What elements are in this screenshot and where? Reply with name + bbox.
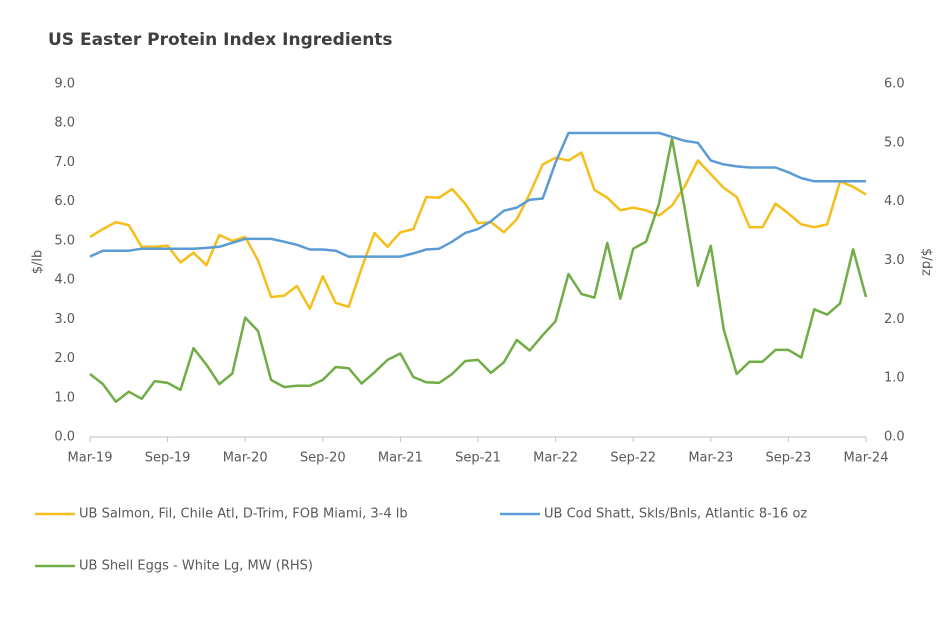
x-tick-label: Sep-20	[300, 451, 346, 466]
y2-tick-label: 1.0	[884, 371, 905, 386]
chart-title: US Easter Protein Index Ingredients	[48, 30, 393, 50]
series-line	[89, 131, 866, 258]
legend-label: UB Salmon, Fil, Chile Atl, D-Trim, FOB M…	[79, 507, 408, 522]
y2-tick-label: 2.0	[884, 312, 905, 327]
series-line	[89, 151, 867, 310]
legend-label: UB Cod Shatt, Skls/Bnls, Atlantic 8-16 o…	[544, 507, 807, 522]
y-axis-label: $/lb	[31, 250, 46, 275]
x-tick-label: Mar-19	[68, 451, 113, 466]
y-tick-label: 6.0	[54, 194, 75, 209]
y-tick-label: 8.0	[54, 116, 75, 131]
y-tick-label: 0.0	[54, 430, 75, 445]
y2-tick-label: 3.0	[884, 253, 905, 268]
x-tick-label: Sep-23	[766, 451, 812, 466]
y-tick-label: 2.0	[54, 351, 75, 366]
y-tick-label: 7.0	[54, 155, 75, 170]
x-tick-label: Sep-21	[455, 451, 501, 466]
x-tick-label: Sep-19	[145, 451, 191, 466]
y-tick-label: 5.0	[54, 233, 75, 248]
y-tick-label: 3.0	[54, 312, 75, 327]
legend-label: UB Shell Eggs - White Lg, MW (RHS)	[79, 559, 313, 574]
y2-tick-label: 0.0	[884, 430, 905, 445]
x-tick-label: Sep-22	[610, 451, 656, 466]
y2-tick-label: 6.0	[884, 77, 905, 92]
y-tick-label: 4.0	[54, 273, 75, 288]
x-tick-label: Mar-20	[223, 451, 268, 466]
x-tick-label: Mar-23	[688, 451, 733, 466]
y-tick-label: 1.0	[54, 390, 75, 405]
x-tick-label: Mar-21	[378, 451, 423, 466]
y2-axis-label: $/dz	[919, 248, 934, 276]
x-tick-label: Mar-24	[844, 451, 889, 466]
y-tick-label: 9.0	[54, 77, 75, 92]
series-line	[89, 137, 868, 403]
y2-tick-label: 5.0	[884, 135, 905, 150]
y2-tick-label: 4.0	[884, 194, 905, 209]
x-tick-label: Mar-22	[533, 451, 578, 466]
